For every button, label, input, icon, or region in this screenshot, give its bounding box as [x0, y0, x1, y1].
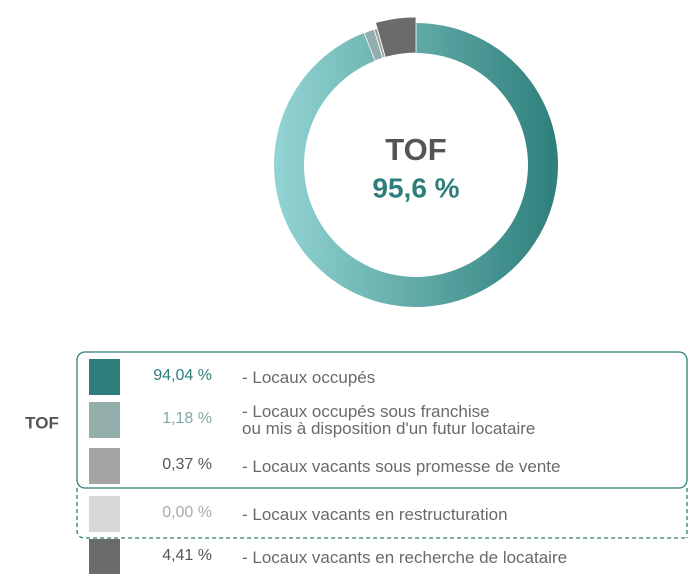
legend-swatch — [89, 448, 120, 484]
legend-label: - Locaux occupés sous franchise ou mis à… — [242, 402, 536, 438]
value-label: 1,18 % — [162, 410, 212, 427]
legend-row: 94,04 % - Locaux occupés — [0, 355, 688, 399]
value-label: 94,04 % — [153, 367, 212, 384]
legend-swatch — [89, 539, 120, 574]
legend-swatch — [89, 496, 120, 532]
center-title: TOF — [385, 132, 446, 167]
legend-label: - Locaux vacants sous promesse de vente — [242, 457, 561, 476]
group-label: TOF — [25, 413, 59, 432]
group-box — [76, 351, 688, 489]
legend-label: - Locaux vacants en restructuration — [242, 505, 508, 524]
dashed-box — [76, 488, 688, 539]
legend-label: - Locaux vacants en recherche de locatai… — [242, 548, 568, 567]
center-value: 95,6 % — [372, 172, 459, 203]
legend-row: 1,18 % - Locaux occupés sous franchise ou… — [0, 398, 688, 442]
legend-swatch — [89, 359, 120, 395]
legend-row: 4,41 % - Locaux vacants en recherche de l… — [0, 535, 688, 574]
value-label: 4,41 % — [162, 547, 212, 564]
value-label: 0,00 % — [162, 504, 212, 521]
legend-label: - Locaux occupés — [242, 368, 376, 387]
legend-swatch — [89, 402, 120, 438]
donut-segment — [375, 16, 417, 58]
legend-row: 0,00 % - Locaux vacants en restructuratio… — [0, 492, 688, 536]
legend-row: 0,37 % - Locaux vacants sous promesse de … — [0, 444, 688, 488]
value-label: 0,37 % — [162, 456, 212, 473]
